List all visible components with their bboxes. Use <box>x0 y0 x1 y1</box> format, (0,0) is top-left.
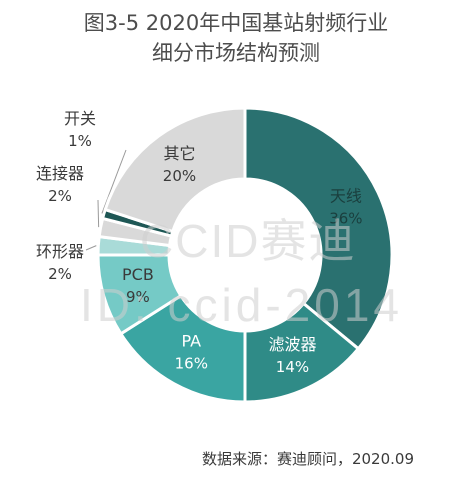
chart-title-line-2: 细分市场结构预测 <box>152 41 320 65</box>
slice-label-6: 开关 <box>64 109 96 128</box>
slice-label-7: 其它 <box>163 144 195 163</box>
chart-title-line-1: 图3-5 2020年中国基站射频行业 <box>83 11 389 35</box>
slice-value-5: 2% <box>48 187 72 205</box>
watermark-id: ID: ccid-2014 <box>80 279 404 331</box>
slice-label-5: 连接器 <box>36 164 84 183</box>
slice-value-0: 36% <box>329 210 362 228</box>
slice-value-1: 14% <box>276 358 309 376</box>
slice-value-2: 16% <box>175 355 208 373</box>
slice-label-4: 环形器 <box>36 242 84 261</box>
slice-label-1: 滤波器 <box>268 335 316 354</box>
donut-slice-0 <box>243 106 394 351</box>
slice-label-0: 天线 <box>330 187 362 206</box>
leader-line-4 <box>85 245 97 251</box>
slice-value-7: 20% <box>163 167 196 185</box>
leader-line-6 <box>101 149 127 214</box>
donut-slice-7 <box>103 106 247 234</box>
source-note: 数据来源：赛迪顾问，2020.09 <box>201 450 414 468</box>
slice-label-3: PCB <box>122 265 154 284</box>
slice-label-2: PA <box>181 332 201 351</box>
chart-title: 图3-5 2020年中国基站射频行业 细分市场结构预测 <box>0 8 472 68</box>
slice-value-6: 1% <box>68 132 92 150</box>
slice-value-3: 9% <box>126 288 150 306</box>
slice-value-4: 2% <box>48 265 72 283</box>
leader-line-5 <box>97 199 100 228</box>
watermark-text: CCID赛迪 <box>140 215 357 267</box>
